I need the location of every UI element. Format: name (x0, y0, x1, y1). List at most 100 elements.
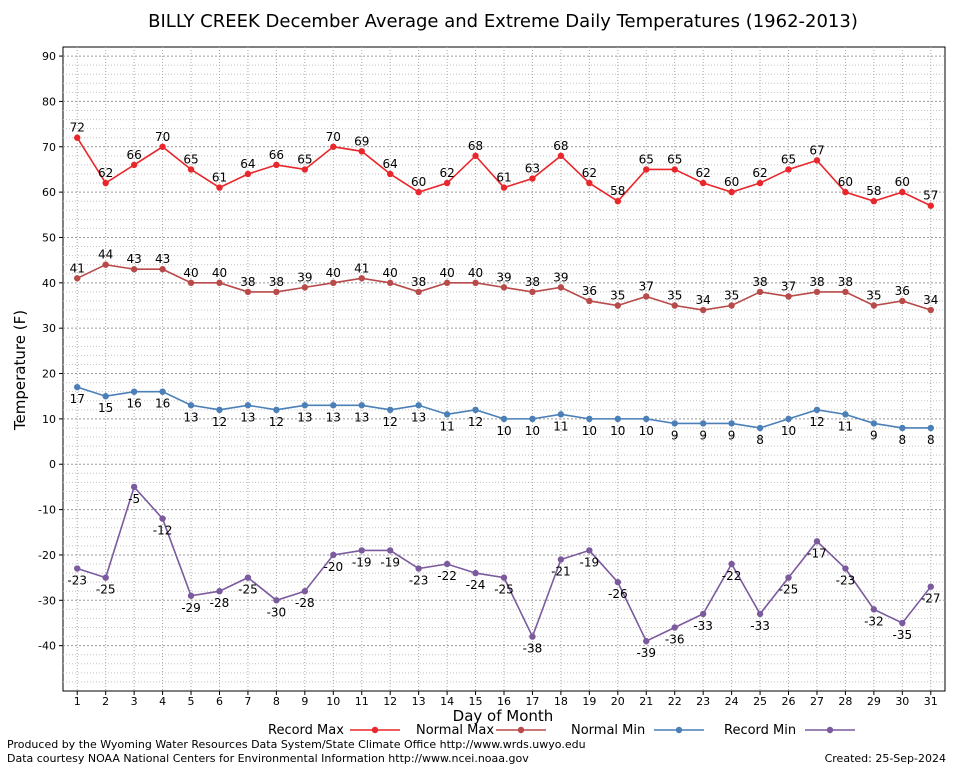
record-max-point (899, 188, 906, 196)
x-tick-label: 25 (753, 695, 767, 708)
record-min-data-label: -36 (665, 633, 685, 647)
record-min-point (870, 606, 878, 613)
record-max-point (785, 166, 792, 173)
normal-min-point (785, 415, 792, 423)
record-max-point (472, 152, 479, 160)
normal-min-data-label: 10 (582, 424, 597, 438)
x-tick-label: 3 (131, 695, 138, 708)
normal-max-point (159, 266, 166, 273)
normal-min-point (244, 402, 252, 409)
record-min-point (813, 538, 821, 545)
record-min-point (500, 574, 508, 581)
record-min-data-label: -12 (153, 524, 173, 538)
record-min-data-label: -33 (693, 619, 713, 633)
record-max-point (756, 179, 764, 187)
record-max-data-label: 66 (269, 148, 284, 162)
normal-min-point (899, 424, 906, 432)
record-min-point (415, 565, 422, 572)
record-min-point (216, 588, 223, 595)
record-min-point (273, 597, 280, 604)
record-min-point (244, 574, 252, 581)
normal-max-point (415, 288, 422, 296)
x-axis-label: Day of Month (453, 707, 554, 725)
y-tick-label: 10 (42, 413, 56, 426)
x-tick-label: 1 (74, 695, 81, 708)
record-min-data-label: -17 (807, 546, 827, 560)
record-max-data-label: 58 (866, 184, 881, 198)
legend-label-normal-min: Normal Min (571, 723, 645, 738)
record-min-point (529, 633, 536, 640)
record-min-point (74, 565, 81, 572)
normal-max-point (671, 302, 678, 309)
x-tick-label: 20 (611, 695, 625, 708)
x-tick-label: 13 (412, 695, 426, 708)
normal-max-data-label: 40 (326, 266, 341, 280)
record-min-data-label: -25 (238, 583, 258, 597)
normal-max-data-label: 38 (752, 275, 767, 289)
normal-min-data-label: 10 (781, 424, 796, 438)
record-max-data-label: 61 (212, 171, 227, 185)
record-min-data-label: -19 (380, 555, 400, 569)
normal-max-data-label: 34 (923, 293, 938, 307)
record-min-point (586, 547, 593, 554)
normal-max-data-label: 38 (525, 275, 540, 289)
normal-max-point (216, 279, 223, 287)
footer-produced-by: Produced by the Wyoming Water Resources … (7, 738, 586, 751)
record-max-data-label: 62 (582, 166, 597, 180)
normal-max-point (102, 261, 109, 268)
record-max-point (415, 188, 422, 196)
normal-min-point (216, 406, 223, 414)
record-max-point (671, 166, 678, 173)
x-tick-label: 9 (301, 695, 308, 708)
record-max-data-label: 65 (639, 152, 654, 166)
legend-marker-normal-max (517, 726, 525, 734)
normal-max-point (756, 288, 764, 296)
record-min-point (102, 574, 109, 581)
normal-min-data-label: 8 (927, 433, 935, 447)
normal-min-point (443, 411, 451, 418)
normal-max-point (500, 284, 508, 291)
record-min-data-label: -23 (409, 574, 429, 588)
record-min-data-label: -38 (523, 642, 543, 656)
record-min-data-label: -19 (352, 555, 372, 569)
record-max-point (557, 152, 565, 160)
x-tick-label: 11 (355, 695, 369, 708)
x-tick-label: 8 (273, 695, 280, 708)
normal-min-data-label: 15 (98, 401, 113, 415)
legend-label-normal-max: Normal Max (416, 723, 494, 738)
record-max-point (813, 157, 821, 164)
y-tick-label: 0 (49, 458, 56, 471)
record-max-data-label: 60 (724, 175, 739, 189)
record-min-data-label: -24 (466, 578, 486, 592)
x-tick-label: 27 (810, 695, 824, 708)
record-max-data-label: 67 (809, 143, 824, 157)
record-min-point (159, 515, 166, 522)
normal-max-data-label: 44 (98, 248, 113, 262)
y-tick-label: -30 (38, 594, 56, 607)
normal-min-point (74, 383, 81, 391)
record-min-data-label: -5 (128, 492, 140, 506)
record-min-point (643, 637, 650, 645)
normal-min-point (927, 424, 934, 432)
record-max-point (529, 175, 536, 182)
record-max-point (358, 148, 365, 155)
legend-marker-normal-min (675, 726, 683, 734)
record-min-point (699, 610, 707, 618)
y-tick-label: 90 (42, 50, 56, 63)
normal-max-point (443, 279, 451, 287)
normal-min-point (614, 415, 622, 423)
normal-min-data-label: 12 (212, 415, 227, 429)
record-max-point (614, 197, 622, 205)
normal-max-point (386, 279, 394, 287)
normal-max-point (813, 288, 821, 296)
x-tick-label: 23 (696, 695, 710, 708)
record-max-data-label: 62 (752, 166, 767, 180)
record-max-point (728, 188, 735, 196)
record-max-data-label: 60 (895, 175, 910, 189)
normal-max-data-label: 38 (809, 275, 824, 289)
normal-max-data-label: 40 (383, 266, 398, 280)
footer-data-courtesy: Data courtesy NOAA National Centers for … (7, 752, 529, 765)
normal-min-point (500, 415, 508, 423)
record-min-point (472, 569, 479, 577)
normal-min-point (728, 420, 735, 427)
